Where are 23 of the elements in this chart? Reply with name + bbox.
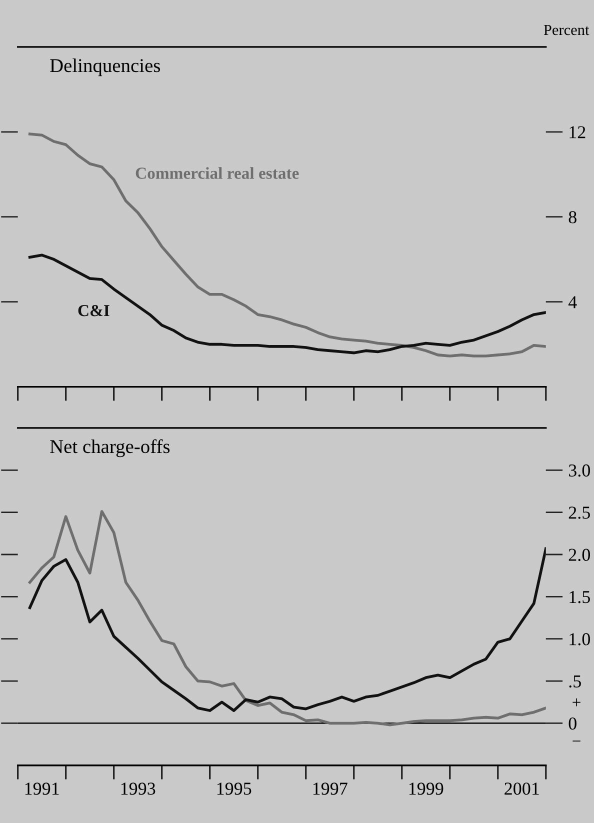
- x-tick-label: 1995: [217, 782, 252, 795]
- text: Net charge-offs: [50, 439, 170, 458]
- y-tick-label: 12: [570, 126, 586, 138]
- x-tick-label: 1993: [121, 782, 156, 795]
- y-tick-label: 4: [568, 296, 577, 308]
- y-tick-label: 2.0: [568, 548, 590, 562]
- text: Delinquencies: [50, 58, 160, 76]
- y-axis-title: Percent: [544, 24, 590, 36]
- x-tick-label: 2001: [504, 782, 539, 795]
- x-tick-label: 1999: [409, 782, 444, 795]
- x-tick-label: 1997: [313, 782, 348, 795]
- series-label: C&I: [78, 304, 110, 316]
- series-label: Commercial real estate: [136, 167, 299, 179]
- y-tick-label: 1.0: [570, 633, 590, 646]
- y-tick-label: 2.5: [568, 506, 590, 519]
- x-tick-label: 1991: [25, 782, 59, 795]
- y-tick-label: .5: [569, 675, 581, 688]
- y-tick-label: 0: [568, 717, 576, 730]
- text: −: [572, 740, 580, 742]
- text: +: [572, 698, 580, 706]
- y-tick-label: 3.0: [568, 464, 590, 477]
- y-tick-label: 1.5: [570, 591, 590, 604]
- y-tick-label: 8: [568, 211, 576, 224]
